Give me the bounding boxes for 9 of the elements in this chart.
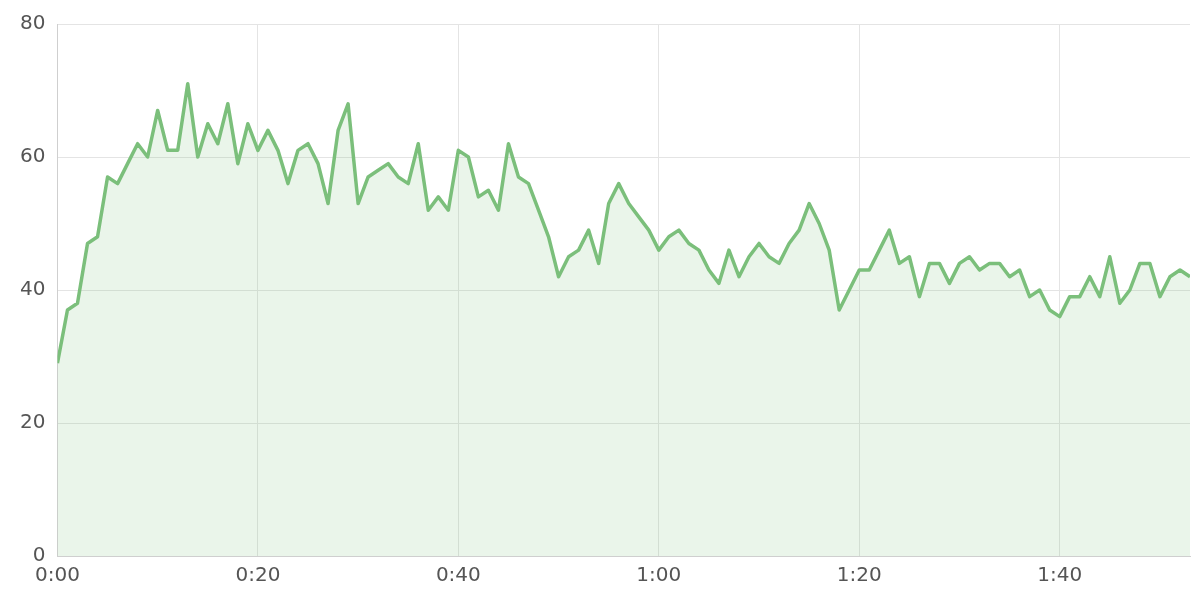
y-tick-label: 80 xyxy=(20,10,46,35)
y-tick-label: 40 xyxy=(20,276,46,301)
x-tick-label: 1:40 xyxy=(1037,562,1083,587)
x-tick-label: 1:00 xyxy=(636,562,682,587)
y-tick-label: 20 xyxy=(20,409,46,434)
x-tick-label: 1:20 xyxy=(836,562,882,587)
y-tick-label: 60 xyxy=(20,143,46,168)
x-tick-label: 0:20 xyxy=(235,562,281,587)
x-tick-label: 0:40 xyxy=(435,562,481,587)
